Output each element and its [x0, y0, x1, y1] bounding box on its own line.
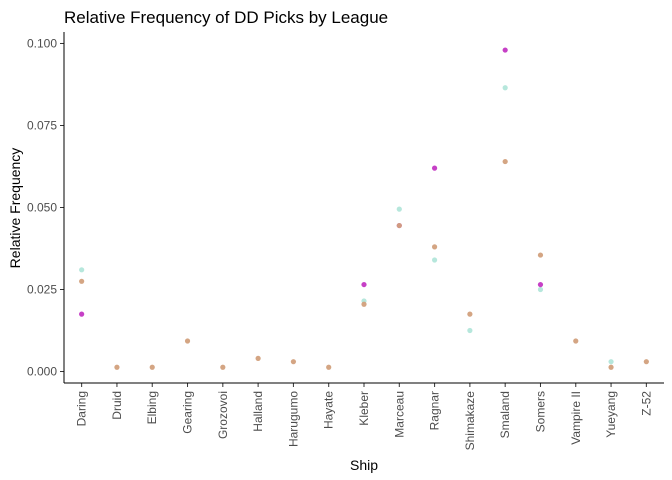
data-point: [537, 281, 544, 288]
x-axis: Daring Druid Elbing Gearing Grozovoi Halland H…: [75, 383, 653, 451]
data-point: [149, 364, 155, 370]
data-point: [255, 355, 261, 361]
data-point: [502, 158, 508, 165]
x-tick-label: Shimakaze: [463, 391, 477, 451]
data-point: [467, 311, 473, 317]
y-axis: 0.000 0.025 0.050 0.075 0.100: [27, 36, 64, 379]
data-points: [79, 47, 649, 370]
x-tick-label: Halland: [251, 391, 265, 432]
data-point: [396, 206, 402, 212]
data-point: [537, 252, 544, 258]
data-point: [361, 281, 367, 288]
data-point: [431, 165, 438, 171]
data-point: [396, 222, 402, 229]
data-point: [608, 359, 614, 365]
x-tick-label: Daring: [75, 391, 89, 426]
data-point: [608, 364, 614, 370]
data-point: [326, 364, 332, 370]
x-axis-title: Ship: [350, 457, 378, 473]
data-point: [79, 278, 85, 284]
x-tick-label: Druid: [110, 391, 124, 420]
x-tick-label: Harugumo: [286, 391, 300, 447]
y-tick-label: 0.050: [27, 201, 57, 215]
x-tick-label: Smaland: [498, 391, 512, 438]
x-tick-label: Ragnar: [428, 391, 442, 430]
data-point: [502, 85, 508, 91]
data-point: [502, 47, 508, 53]
x-tick-label: Z-52: [639, 391, 653, 416]
y-axis-title: Relative Frequency: [7, 148, 23, 269]
data-point: [467, 327, 473, 334]
data-point: [431, 257, 438, 263]
data-point: [220, 364, 226, 370]
data-point: [643, 359, 649, 365]
x-tick-label: Gearing: [181, 391, 195, 434]
data-point: [431, 244, 438, 250]
data-point: [79, 267, 85, 273]
x-tick-label: Yueyang: [604, 391, 618, 438]
x-tick-label: Hayate: [322, 391, 336, 429]
y-tick-label: 0.000: [27, 365, 57, 379]
data-point: [573, 338, 579, 344]
data-point: [290, 359, 297, 365]
y-tick-label: 0.025: [27, 283, 57, 297]
x-tick-label: Somers: [533, 391, 547, 432]
data-point: [361, 301, 367, 307]
x-tick-label: Marceau: [392, 391, 406, 438]
x-tick-label: Vampire II: [569, 391, 583, 445]
data-point: [184, 338, 191, 344]
chart-title: Relative Frequency of DD Picks by League: [64, 8, 388, 27]
data-point: [79, 311, 85, 317]
x-tick-label: Elbing: [145, 391, 159, 424]
data-point: [114, 364, 120, 370]
y-tick-label: 0.100: [27, 36, 57, 50]
x-tick-label: Grozovoi: [216, 391, 230, 439]
data-point: [537, 286, 544, 293]
x-tick-label: Kleber: [357, 391, 371, 426]
y-tick-label: 0.075: [27, 118, 57, 132]
